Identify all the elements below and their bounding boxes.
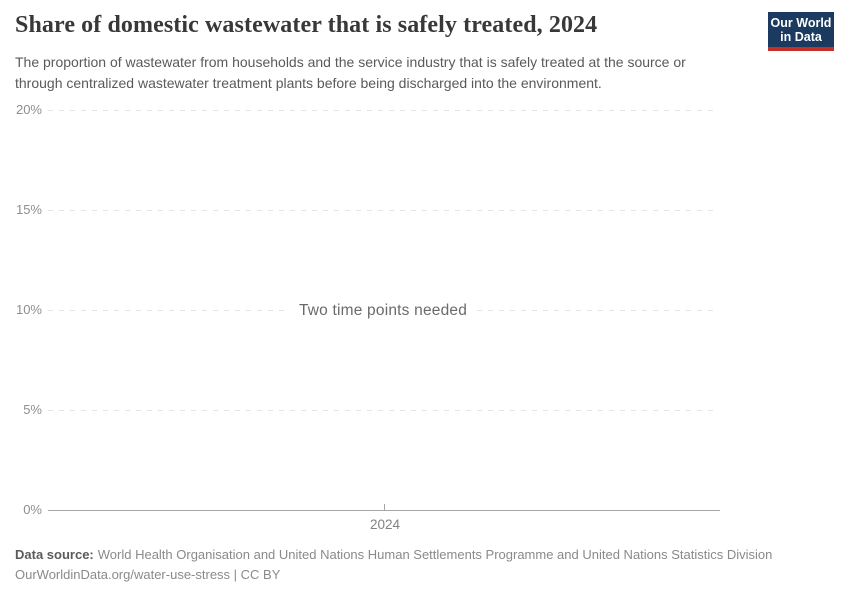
data-source-label: Data source: <box>15 547 94 562</box>
chart-subtitle-line2: through centralized wastewater treatment… <box>15 75 602 91</box>
y-axis-tick-label-5: 5% <box>23 402 42 417</box>
chart-title: Share of domestic wastewater that is saf… <box>15 12 598 38</box>
gridline-15pct <box>48 210 718 211</box>
gridline-5pct <box>48 410 718 411</box>
chart-subtitle-line1: The proportion of wastewater from househ… <box>15 54 686 70</box>
owid-logo-text-line1: Our World <box>770 16 832 30</box>
x-axis-tick-mark <box>384 504 385 510</box>
owid-logo[interactable]: Our World in Data <box>768 12 834 51</box>
data-source-line: Data source: World Health Organisation an… <box>15 547 835 562</box>
chart-footer: Data source: World Health Organisation an… <box>15 547 835 582</box>
y-axis-tick-label-10: 10% <box>15 302 42 317</box>
y-axis-tick-label-0: 0% <box>23 502 42 517</box>
empty-state-message: Two time points needed <box>288 302 478 320</box>
chart-subtitle: The proportion of wastewater from househ… <box>15 52 763 94</box>
x-axis-tick-label: 2024 <box>369 517 401 532</box>
owid-logo-text-line2: in Data <box>780 30 822 44</box>
x-axis-line <box>48 510 720 511</box>
gridline-20pct <box>48 110 718 111</box>
y-axis-tick-label-15: 15% <box>15 202 42 217</box>
empty-state-row: Two time points needed <box>48 299 718 323</box>
citation-line: OurWorldinData.org/water-use-stress | CC… <box>15 567 281 582</box>
y-axis-tick-label-20: 20% <box>15 102 42 117</box>
data-source-text: World Health Organisation and United Nat… <box>97 547 773 562</box>
